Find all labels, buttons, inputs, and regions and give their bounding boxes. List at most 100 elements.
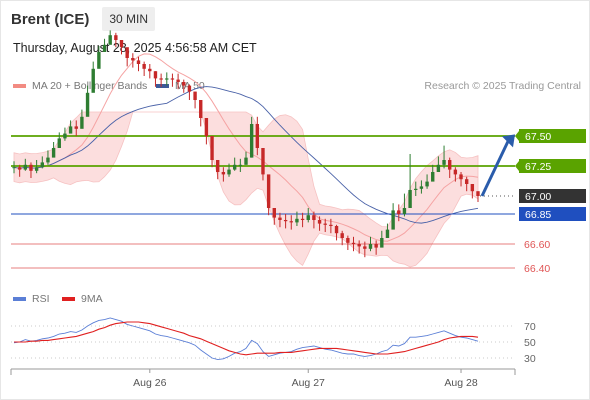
candle-body — [289, 221, 293, 223]
level-tag-67.25 — [519, 159, 586, 173]
legend-ma20: MA 20 + Bollinger Bands — [13, 80, 147, 92]
candle-body — [23, 164, 28, 170]
candle-body — [340, 233, 344, 238]
candle-body — [249, 124, 254, 158]
candle-body — [63, 133, 67, 139]
candle-body — [238, 164, 243, 166]
legend-rsi: RSI — [13, 293, 50, 305]
candle-body — [323, 223, 327, 225]
candle-body — [216, 160, 220, 172]
candle-body — [40, 162, 44, 168]
legend-rsi-label: RSI — [32, 293, 50, 305]
candle-body — [85, 92, 90, 117]
candle-body — [91, 68, 95, 93]
candle-body — [402, 208, 407, 214]
candle-body — [436, 164, 441, 172]
candle-body — [148, 68, 152, 72]
level-label-66.85: 66.85 — [525, 209, 551, 221]
candle-body — [165, 78, 169, 80]
ma20-swatch — [13, 84, 26, 88]
title-bar: Brent (ICE) 30 MIN — [6, 7, 156, 31]
rsi-pane: 70 50 30 — [11, 317, 536, 365]
candle-body — [453, 169, 458, 175]
candle-body — [142, 64, 146, 69]
candle-body — [17, 167, 22, 170]
price-pane: 67.50 67.25 67.00 66.85 66.60 66.40 — [11, 30, 586, 275]
level-label-67.00: 67.00 — [525, 191, 551, 203]
candle-body — [51, 148, 56, 158]
x-axis: Aug 26 Aug 27 Aug 28 — [10, 368, 516, 389]
candle-body — [210, 136, 214, 160]
candle-body — [385, 229, 390, 238]
candle-body — [346, 238, 350, 243]
candle-body — [283, 220, 288, 222]
candle-body — [221, 172, 226, 175]
candle-body — [459, 174, 463, 180]
rsi-series-RSI — [13, 317, 479, 361]
candle-body — [255, 124, 260, 148]
candle-body — [368, 244, 373, 249]
candle-body — [397, 210, 401, 214]
candle-body — [431, 172, 435, 182]
candle-body — [12, 167, 16, 169]
candle-body — [68, 126, 73, 134]
rsi-swatch — [13, 297, 26, 301]
x-tick-label-Aug-27: Aug 27 — [292, 377, 325, 389]
candle-body — [278, 217, 282, 220]
x-tick-label-Aug-28: Aug 28 — [444, 377, 477, 389]
candle-body — [300, 218, 305, 220]
candle-body — [176, 79, 180, 82]
level-label-66.60: 66.60 — [524, 239, 550, 251]
candle-body — [227, 169, 231, 175]
level-label-67.50: 67.50 — [525, 131, 551, 143]
candle-body — [414, 188, 418, 190]
candle-body — [199, 100, 203, 118]
instrument-title[interactable]: Brent (ICE) — [11, 10, 90, 28]
legend-ma20-label: MA 20 + Bollinger Bands — [32, 80, 148, 92]
candle-body — [317, 220, 322, 224]
level-tag-pointer — [515, 161, 519, 171]
candle-body — [102, 44, 107, 52]
candle-body — [153, 71, 158, 79]
candle-body — [29, 164, 33, 171]
candle-body — [419, 186, 424, 189]
candle-body — [391, 210, 395, 230]
candle-body — [108, 35, 112, 45]
candle-body — [119, 40, 124, 48]
candle-body — [306, 215, 310, 220]
candle-body — [244, 157, 248, 165]
candle-body — [357, 244, 361, 247]
candle-body — [425, 181, 429, 187]
candle-body — [182, 82, 186, 86]
candle-body — [295, 218, 299, 223]
forecast-arrow-head — [502, 134, 515, 148]
candle-body — [187, 85, 192, 92]
candle-body — [204, 118, 209, 136]
candle-body — [374, 244, 378, 248]
level-label-67.25: 67.25 — [525, 161, 551, 173]
timeframe-button[interactable]: 30 MIN — [102, 7, 156, 31]
level-tag-pointer — [515, 131, 519, 141]
candle-body — [261, 148, 265, 175]
candle-body — [329, 224, 333, 226]
candle-body — [193, 91, 197, 100]
candle-body — [351, 242, 356, 244]
x-tick-label-Aug-26: Aug 26 — [133, 377, 166, 389]
level-tag-67.50 — [519, 129, 586, 143]
candle-body — [97, 52, 101, 69]
candle-body — [266, 174, 271, 208]
forecast-arrow — [480, 140, 510, 197]
candle-body — [170, 78, 175, 80]
datetime-label: Thursday, August 28, 2025 4:56:58 AM CET — [13, 41, 257, 55]
candle-body — [312, 215, 316, 220]
candle-body — [272, 208, 276, 218]
legend-9ma-label: 9MA — [81, 293, 103, 305]
rsi-tick-30: 30 — [524, 353, 536, 365]
legend-9ma: 9MA — [62, 293, 103, 305]
rsi-tick-50: 50 — [524, 337, 536, 349]
candle-body — [442, 160, 446, 165]
research-credit: Research © 2025 Trading Central — [424, 80, 581, 92]
candle-body — [114, 35, 118, 40]
level-label-66.40: 66.40 — [524, 263, 550, 275]
